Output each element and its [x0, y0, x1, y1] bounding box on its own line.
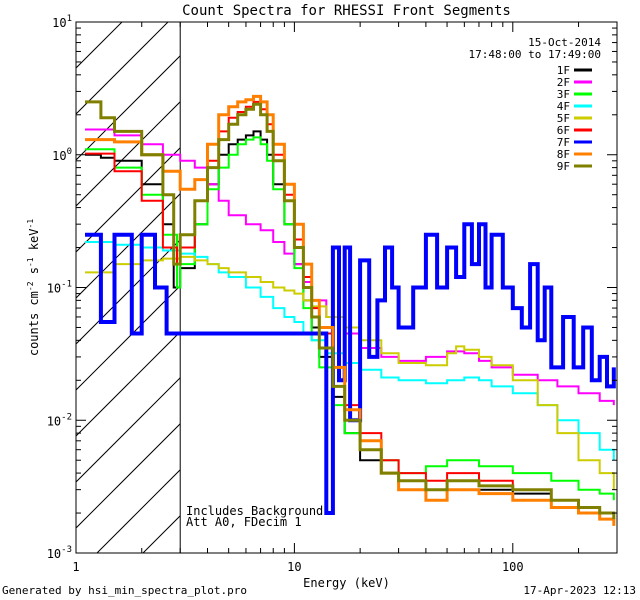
- annotation-attenuator: Att A0, FDecim 1: [186, 515, 302, 529]
- legend-label-6f: 6F: [557, 124, 570, 137]
- legend-label-1f: 1F: [557, 64, 570, 77]
- chart-title: Count Spectra for RHESSI Front Segments: [182, 3, 511, 19]
- legend-label-4f: 4F: [557, 100, 570, 113]
- legend-label-3f: 3F: [557, 88, 570, 101]
- y-tick-label: 101: [52, 14, 72, 30]
- legend-label-5f: 5F: [557, 112, 570, 125]
- series-9f: [85, 100, 616, 520]
- time-range-label: 17:48:00 to 17:49:00: [469, 48, 601, 61]
- x-tick-label: 10: [287, 560, 301, 574]
- hatch-line: [76, 101, 181, 207]
- legend-label-2f: 2F: [557, 76, 570, 89]
- hatch-line: [76, 193, 181, 299]
- y-axis-label: counts cm-2 s-1 keV-1: [26, 219, 41, 356]
- legend-label-9f: 9F: [557, 160, 570, 173]
- legend-label-8f: 8F: [557, 148, 570, 161]
- x-tick-label: 1: [72, 560, 79, 574]
- hatch-line: [76, 423, 181, 529]
- y-tick-label: 100: [52, 147, 72, 163]
- legend-label-7f: 7F: [557, 136, 570, 149]
- footer-timestamp: 17-Apr-2023 12:13: [523, 584, 636, 597]
- hatch-line: [76, 55, 181, 161]
- date-label: 15-Oct-2014: [528, 36, 601, 49]
- y-tick-label: 10-1: [47, 280, 72, 296]
- hatch-line: [76, 377, 181, 483]
- annotation-background: Includes Background: [186, 504, 323, 518]
- series-5f: [85, 255, 615, 490]
- y-tick-label: 10-3: [47, 545, 72, 561]
- footer-generated-by: Generated by hsi_min_spectra_plot.pro: [2, 584, 247, 597]
- x-axis-label: Energy (keV): [303, 576, 390, 590]
- series-7f: [85, 222, 616, 515]
- hatch-line: [76, 22, 169, 115]
- x-tick-label: 100: [502, 560, 524, 574]
- y-tick-label: 10-2: [47, 412, 72, 428]
- series-group: [85, 94, 616, 526]
- axis-ticks: 1 10 100 10-3 10-2 10-1 100 101: [47, 14, 618, 574]
